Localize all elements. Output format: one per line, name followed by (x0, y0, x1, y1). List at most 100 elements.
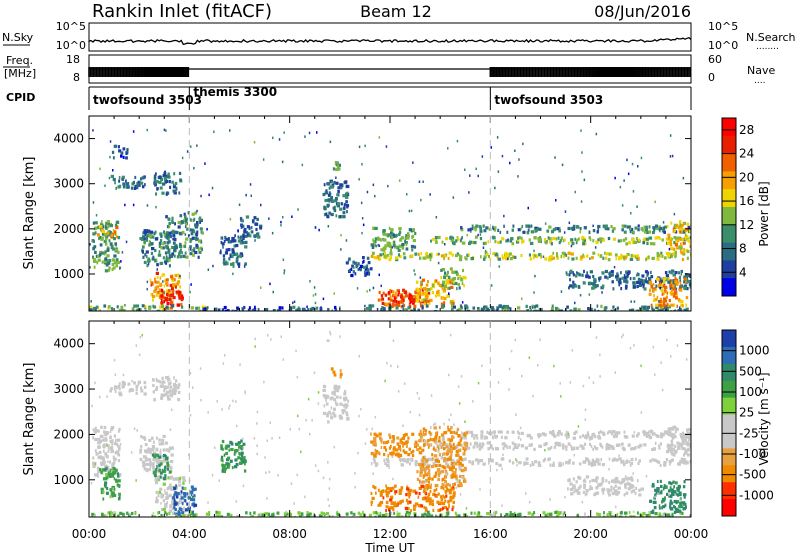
range-gate-cell (473, 436, 476, 440)
range-gate-cell (408, 209, 411, 213)
range-gate-cell (166, 292, 169, 296)
range-gate-cell (689, 229, 691, 233)
range-gate-cell (374, 515, 377, 517)
range-gate-cell (198, 250, 202, 254)
range-gate-cell (139, 237, 142, 241)
range-gate-cell (419, 276, 422, 279)
range-gate-cell (421, 468, 425, 472)
range-gate-cell (433, 454, 438, 458)
range-gate-cell (102, 497, 105, 501)
range-gate-cell (194, 223, 196, 227)
range-gate-cell (488, 254, 490, 259)
range-gate-cell (476, 458, 479, 462)
range-gate-cell (621, 224, 624, 228)
range-gate-cell (235, 252, 239, 256)
range-gate-cell (603, 307, 607, 311)
range-gate-cell (337, 190, 340, 194)
range-gate-cell (166, 467, 170, 471)
range-gate-cell (677, 298, 681, 302)
range-gate-cell (452, 238, 454, 242)
range-gate-cell (221, 308, 224, 311)
range-gate-cell (663, 230, 666, 234)
range-gate-cell (166, 494, 170, 499)
range-gate-cell (262, 158, 265, 161)
range-gate-cell (417, 495, 420, 499)
range-gate-cell (422, 430, 425, 435)
range-gate-cell (280, 224, 282, 227)
range-gate-cell (339, 395, 342, 399)
range-gate-cell (162, 380, 166, 384)
range-gate-cell (452, 474, 457, 478)
range-gate-cell (332, 390, 336, 394)
range-gate-cell (121, 380, 125, 385)
range-gate-cell (434, 310, 438, 311)
range-gate-cell (164, 251, 168, 255)
range-gate-cell (452, 494, 456, 498)
range-gate-cell (572, 461, 575, 465)
range-gate-cell (442, 442, 445, 446)
range-gate-cell (674, 277, 677, 281)
range-gate-cell (243, 229, 245, 233)
range-gate-cell (131, 511, 134, 516)
range-gate-cell (599, 430, 603, 434)
range-gate-cell (550, 309, 554, 311)
range-gate-cell (102, 456, 105, 460)
range-gate-cell (651, 510, 654, 515)
range-gate-cell (377, 503, 380, 507)
range-gate-cell (670, 452, 674, 456)
range-gate-cell (368, 513, 372, 517)
range-gate-cell (189, 239, 192, 243)
range-gate-cell (218, 514, 222, 517)
range-gate-cell (174, 245, 178, 249)
range-gate-cell (503, 214, 505, 218)
range-gate-cell (344, 180, 348, 184)
range-gate-cell (237, 229, 239, 232)
range-gate-cell (450, 305, 454, 309)
range-gate-cell (420, 280, 424, 284)
range-gate-cell (487, 240, 490, 244)
range-gate-cell (407, 306, 410, 310)
range-gate-cell (554, 510, 557, 514)
range-gate-cell (521, 239, 525, 243)
range-gate-cell (387, 291, 390, 295)
range-gate-cell (142, 255, 145, 259)
range-gate-cell (663, 430, 667, 434)
range-gate-cell (117, 384, 121, 389)
range-gate-cell (242, 442, 246, 446)
range-gate-cell (632, 281, 636, 285)
range-gate-cell (232, 272, 234, 276)
range-gate-cell (387, 233, 391, 237)
range-gate-cell (421, 288, 424, 292)
range-gate-cell (225, 451, 228, 456)
range-gate-cell (582, 238, 584, 243)
range-gate-cell (656, 295, 659, 299)
range-gate-cell (243, 264, 246, 268)
range-gate-cell (388, 446, 391, 450)
range-gate-cell (639, 281, 642, 285)
range-gate-cell (137, 380, 142, 384)
range-gate-cell (582, 490, 586, 494)
range-gate-cell (183, 506, 186, 510)
range-gate-cell (673, 241, 677, 245)
range-gate-cell (102, 468, 104, 472)
range-gate-cell (389, 256, 392, 260)
range-gate-cell (353, 266, 355, 269)
range-gate-cell (486, 430, 489, 434)
range-gate-cell (363, 270, 366, 274)
range-gate-cell (560, 255, 563, 259)
range-gate-cell (396, 436, 400, 440)
range-gate-cell (172, 477, 175, 481)
range-gate-cell (158, 490, 161, 494)
range-gate-cell (463, 449, 466, 453)
range-gate-cell (153, 515, 157, 517)
range-gate-cell (156, 268, 158, 271)
range-gate-cell (104, 224, 107, 228)
range-gate-cell (419, 434, 422, 438)
range-gate-cell (158, 180, 162, 185)
range-gate-cell (684, 461, 688, 465)
range-gate-cell (476, 436, 479, 440)
range-gate-cell (538, 253, 541, 257)
range-gate-cell (505, 513, 509, 517)
range-gate-cell (239, 235, 244, 239)
range-gate-cell (143, 240, 146, 244)
